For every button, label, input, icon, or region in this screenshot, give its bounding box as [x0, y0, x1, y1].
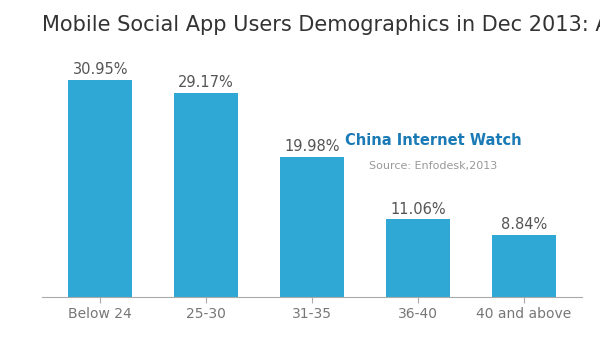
Bar [492, 235, 556, 297]
Text: 19.98%: 19.98% [284, 139, 340, 154]
Bar [68, 80, 132, 297]
Text: 30.95%: 30.95% [73, 62, 128, 77]
Text: 8.84%: 8.84% [500, 217, 547, 232]
Bar [386, 219, 449, 297]
Text: China Internet Watch: China Internet Watch [345, 133, 522, 148]
Text: Source: Enfodesk,2013: Source: Enfodesk,2013 [370, 161, 497, 171]
Bar [280, 157, 344, 297]
Text: Mobile Social App Users Demographics in Dec 2013: Age: Mobile Social App Users Demographics in … [42, 15, 600, 35]
Text: 11.06%: 11.06% [390, 201, 446, 217]
Text: 29.17%: 29.17% [178, 75, 234, 90]
Bar [175, 92, 238, 297]
